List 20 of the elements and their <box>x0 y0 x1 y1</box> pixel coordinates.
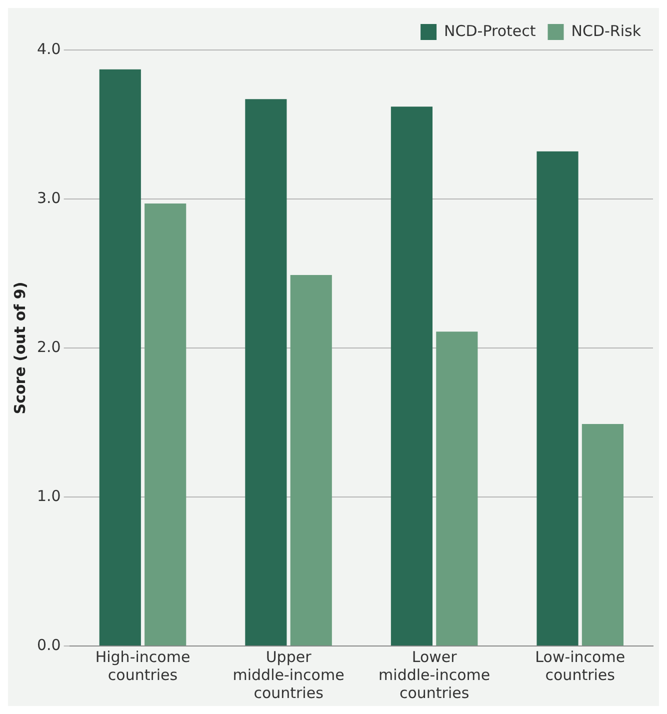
y-tick-label: 1.0 <box>36 486 61 505</box>
y-tick-label: 3.0 <box>36 188 61 207</box>
x-tick-label: Upper middle-income countries <box>232 648 344 702</box>
bar <box>245 99 287 646</box>
y-axis-title: Score (out of 9) <box>10 282 29 414</box>
x-tick-label: High-income countries <box>95 648 190 684</box>
y-tick-label: 2.0 <box>36 338 61 356</box>
bar <box>536 151 578 646</box>
x-tick-label: Low-income countries <box>535 648 626 684</box>
legend-label: NCD-Risk <box>571 22 642 40</box>
legend-label: NCD-Protect <box>444 22 536 40</box>
bar <box>290 274 332 646</box>
bar <box>582 424 624 646</box>
x-tick-label: Lower middle-income countries <box>378 648 490 702</box>
bar <box>436 332 478 646</box>
bar <box>99 69 141 646</box>
bar <box>390 106 433 646</box>
bar <box>144 203 186 646</box>
y-tick-label: 0.0 <box>36 636 61 654</box>
y-tick-label: 4.0 <box>36 40 61 58</box>
